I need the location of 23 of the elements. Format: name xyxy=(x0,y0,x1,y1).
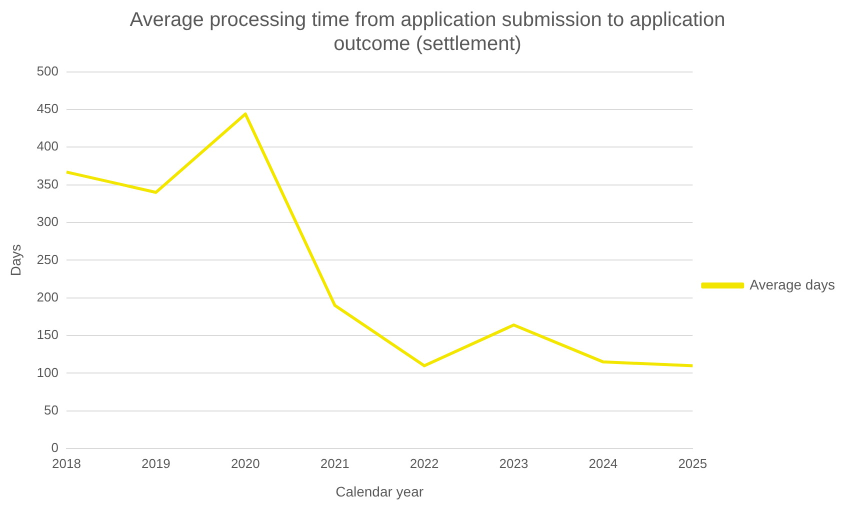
x-tick-label: 2024 xyxy=(588,456,618,471)
y-tick-label: 150 xyxy=(36,327,58,342)
y-tick-label: 450 xyxy=(36,101,58,116)
y-axis-title: Days xyxy=(7,244,24,276)
y-tick-label: 50 xyxy=(44,402,58,418)
x-tick-label: 2023 xyxy=(499,456,528,471)
x-tick-label: 2020 xyxy=(230,456,260,471)
x-tick-label: 2025 xyxy=(678,456,708,471)
x-tick-label: 2018 xyxy=(52,456,81,471)
y-tick-label: 350 xyxy=(36,176,58,192)
x-axis-title: Calendar year xyxy=(336,483,424,500)
y-tick-label: 250 xyxy=(36,252,58,267)
y-tick-label: 0 xyxy=(51,440,58,456)
y-tick-label: 300 xyxy=(36,214,58,230)
y-tick-label: 500 xyxy=(36,63,58,78)
y-tick-label: 200 xyxy=(36,289,58,304)
y-tick-label: 400 xyxy=(36,138,58,154)
chart-title: Average processing time from application submission to application outcome (settlement) xyxy=(128,8,726,56)
legend-label: Average days xyxy=(750,276,836,292)
x-tick-label: 2021 xyxy=(320,456,350,471)
y-tick-label: 100 xyxy=(36,364,58,380)
x-tick-label: 2019 xyxy=(141,456,170,471)
x-tick-label: 2022 xyxy=(410,456,439,471)
